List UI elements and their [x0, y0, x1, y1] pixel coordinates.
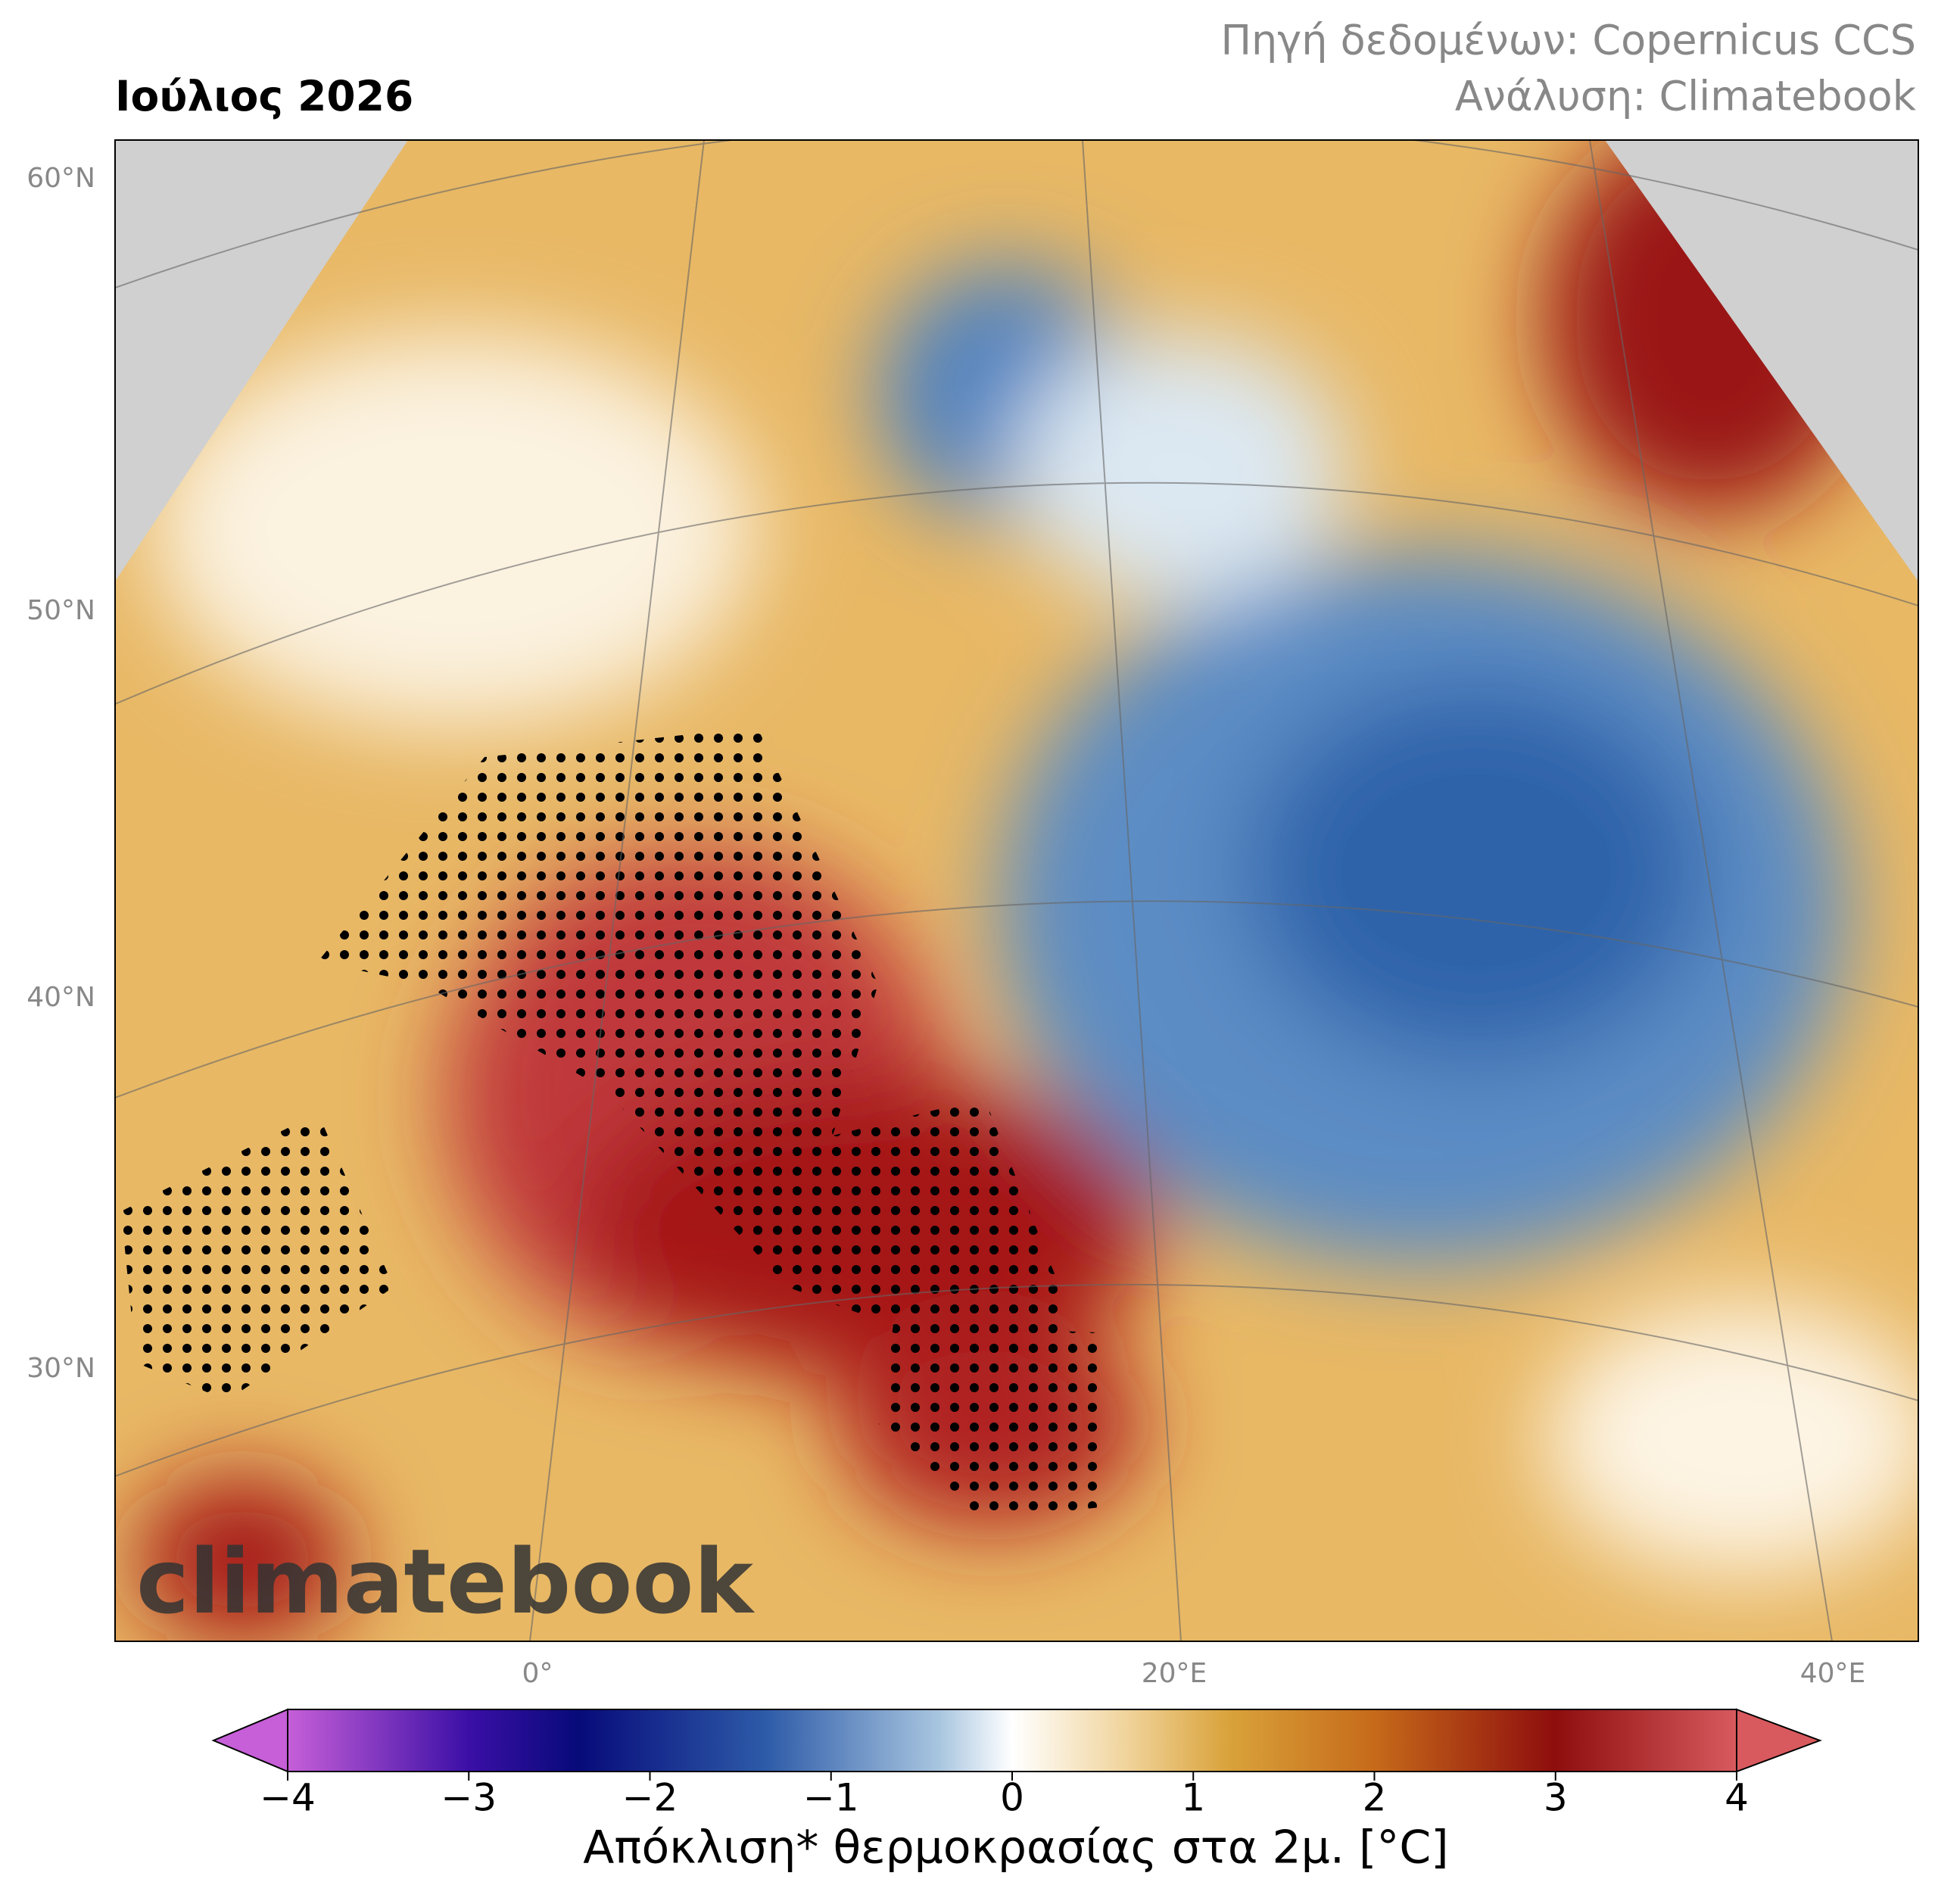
graticule [115, 140, 1918, 1641]
analysis: Ανάλυση: Climatebook [1455, 73, 1917, 120]
graticule-line [115, 481, 1918, 705]
lon-label: 0° [522, 1658, 553, 1689]
graticule-line [1589, 140, 1833, 1641]
map: climatebook [115, 140, 1918, 1641]
lon-labels: 0° 20°E 40°E [522, 1658, 1866, 1689]
source: Πηγή δεδομένων: Copernicus CCS [1220, 17, 1916, 64]
colorbar-label: Απόκλιση* θερμοκρασίας στα 2μ. [°C] [583, 1821, 1448, 1874]
colorbar-tick-label: 0 [1000, 1776, 1024, 1820]
lat-label: 60°N [26, 163, 95, 194]
lat-labels: 60°N 50°N 40°N 30°N [26, 163, 95, 1384]
anomaly-blob [1014, 333, 1348, 606]
significance-stippling [121, 727, 1105, 1522]
lat-label: 40°N [26, 982, 95, 1013]
anomaly-blob [1544, 1302, 1918, 1575]
anomaly-blob [136, 1476, 348, 1641]
map-frame [114, 139, 1919, 1642]
colorbar-tick-label: 1 [1181, 1776, 1205, 1820]
lat-label: 30°N [26, 1353, 95, 1384]
colorbar-tick-label: −3 [441, 1776, 497, 1820]
anomaly-blob [151, 333, 757, 727]
graticule-line [529, 140, 705, 1641]
no-data-area [115, 140, 408, 581]
colorbar-tick-label: 3 [1544, 1776, 1568, 1820]
lon-label: 40°E [1800, 1658, 1866, 1689]
graticule-line [115, 140, 1918, 288]
stipple-area [318, 727, 1075, 1363]
graticule-line [115, 1283, 1918, 1477]
title: Ιούλιος 2026 [115, 72, 413, 120]
stipple-area [121, 1113, 394, 1401]
colorbar [211, 1708, 1822, 1773]
anomaly-blob [1249, 681, 1703, 1060]
colorbar-tick-label: −4 [260, 1776, 316, 1820]
lat-label: 50°N [26, 595, 95, 626]
colorbar-extend-high [1736, 1708, 1822, 1773]
colorbar-tick-label: 2 [1363, 1776, 1387, 1820]
stipple-area [878, 1325, 1105, 1522]
no-data-area [1605, 140, 1918, 581]
colorbar-extend-low [211, 1708, 288, 1773]
graticule-line [115, 900, 1918, 1098]
graticule-line [1082, 140, 1182, 1641]
colorbar-tick-label: −1 [803, 1776, 859, 1820]
watermark: climatebook [136, 1529, 755, 1634]
colorbar-tick-label: −2 [622, 1776, 678, 1820]
colorbar-body [287, 1709, 1737, 1772]
lon-label: 20°E [1142, 1658, 1207, 1689]
colorbar-tick-label: 4 [1725, 1776, 1749, 1820]
